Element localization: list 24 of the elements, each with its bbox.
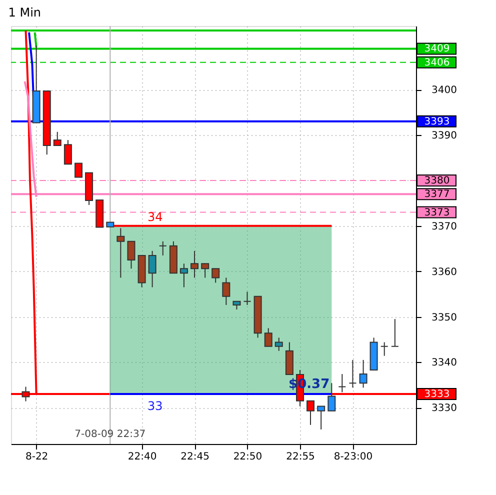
ref-line-label: 3333 <box>424 389 450 400</box>
x-tick-label: 22:40 <box>128 452 157 462</box>
y-tick-label: 3390 <box>432 130 457 142</box>
x-tick-label: 8-22 <box>25 452 48 462</box>
ref-line-label: 3380 <box>424 175 450 186</box>
y-tick-label: 3340 <box>432 358 457 369</box>
annotation: 34 <box>148 210 163 224</box>
x-tick-label: 22:50 <box>233 452 262 462</box>
y-tick-label: 3400 <box>432 85 457 96</box>
y-tick-label: 3350 <box>432 312 457 324</box>
ref-line-label: 3406 <box>424 57 450 68</box>
y-tick-label: 3330 <box>432 403 457 414</box>
annotation: 7-08-09 22:37 <box>74 429 146 440</box>
x-tick-label: 22:45 <box>180 452 210 462</box>
x-tick-label: 22:55 <box>286 452 315 462</box>
annotation: 33 <box>148 399 163 414</box>
chart-title: 1 Min <box>8 5 42 20</box>
ref-line-label: 3373 <box>424 207 450 218</box>
y-tick-label: 3360 <box>432 266 457 278</box>
ref-line-label: 3377 <box>424 189 450 200</box>
ref-line-label: 3409 <box>424 44 450 55</box>
x-tick-label: 8-23:00 <box>334 452 373 462</box>
ref-line-label: 3393 <box>424 116 450 128</box>
y-tick-label: 3370 <box>432 221 457 232</box>
